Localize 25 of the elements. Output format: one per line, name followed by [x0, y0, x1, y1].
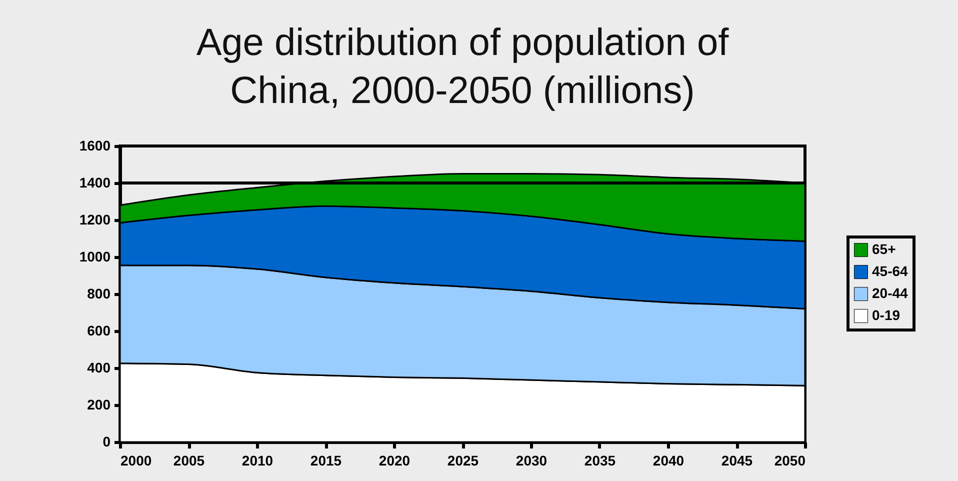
x-tick-label: 2020	[378, 452, 410, 468]
y-tick-label: 1000	[79, 248, 111, 264]
x-tick-label: 2010	[242, 452, 274, 468]
legend-label: 0-19	[872, 307, 900, 323]
x-tick-label: 2025	[447, 452, 479, 468]
x-tick-label: 2030	[516, 452, 548, 468]
y-tick-label: 1600	[79, 138, 111, 154]
x-tick-label: 2015	[310, 452, 342, 468]
y-tick-label: 0	[102, 434, 111, 450]
legend-label: 45-64	[872, 263, 908, 279]
y-tick-label: 1200	[79, 212, 111, 228]
legend-label: 65+	[872, 241, 896, 257]
y-tick-label: 400	[87, 360, 111, 376]
x-tick-label: 2040	[652, 452, 684, 468]
legend-label: 20-44	[872, 285, 908, 301]
x-tick-label: 2000	[120, 452, 152, 468]
x-tick-label: 2050	[774, 452, 806, 468]
x-tick-label: 2005	[173, 452, 205, 468]
chart-title: Age distribution of population of China, 2000-2050 (millions)	[196, 22, 730, 112]
y-tick-label: 800	[87, 286, 111, 302]
y-tick-label: 1400	[79, 174, 111, 190]
y-tick-label: 200	[87, 396, 111, 412]
y-tick-label: 600	[87, 322, 111, 338]
x-tick-label: 2045	[721, 452, 753, 468]
x-tick-label: 2035	[584, 452, 616, 468]
